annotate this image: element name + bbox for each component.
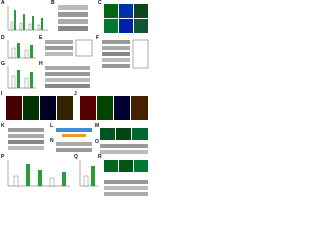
panel-label: R: [98, 154, 102, 160]
panel-labels: A B C D E F G H I J K L M N O P Q R: [1, 0, 102, 160]
panel-label: E: [39, 35, 43, 41]
panel-d-plot: [7, 40, 36, 59]
panel-label: M: [95, 123, 99, 129]
panel-label: P: [1, 154, 5, 160]
panel-p-plot: [7, 160, 70, 187]
panel-label: G: [1, 61, 5, 67]
panel-l-diagram: [56, 128, 92, 137]
panel-label: O: [95, 139, 99, 145]
panel-label: H: [39, 61, 43, 67]
panel-o-blot: [100, 144, 148, 154]
panel-c-images: [104, 4, 148, 33]
panel-g-plot: [7, 66, 36, 89]
panel-label: D: [1, 35, 5, 41]
panel-label: F: [96, 35, 99, 41]
panel-label: K: [1, 123, 5, 129]
panel-label: B: [51, 0, 55, 6]
panel-q-plot: [79, 160, 98, 187]
panel-e-blot: [45, 39, 93, 57]
panel-label: A: [1, 0, 5, 6]
panel-k-blot: [8, 128, 44, 150]
panel-f-blot: [102, 39, 149, 69]
panel-label: L: [50, 123, 53, 129]
panel-h-blot: [45, 66, 90, 88]
panel-j-images: [80, 96, 148, 120]
panel-label: Q: [74, 154, 78, 160]
panel-label: J: [74, 91, 77, 97]
panel-a-plot: [7, 6, 48, 31]
panel-m-images: [100, 128, 148, 140]
panel-label: I: [1, 91, 3, 97]
panel-label: N: [50, 138, 54, 144]
panel-label: C: [98, 0, 102, 6]
figure: A B C D E F G H I J K L M N O P Q R: [1, 0, 149, 196]
panel-n-blot: [56, 142, 92, 152]
panel-b-blot: [58, 5, 88, 31]
panel-r-images: [104, 160, 148, 196]
panel-i-images: [6, 96, 73, 120]
